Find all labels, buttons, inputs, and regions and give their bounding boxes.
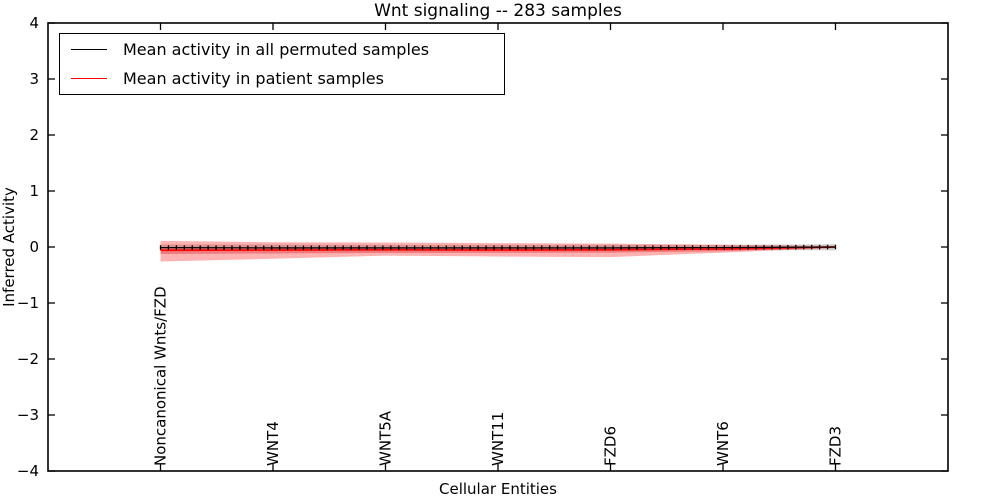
x-tick-label: WNT4 xyxy=(264,421,282,466)
patient-line-swatch xyxy=(71,78,107,80)
y-tick-label: 0 xyxy=(29,238,39,256)
legend-item-permuted: Mean activity in all permuted samples xyxy=(60,35,504,64)
permuted-mean-line xyxy=(160,246,836,249)
y-tick-label: −4 xyxy=(17,462,39,480)
y-tick-label: 1 xyxy=(29,182,39,200)
permuted-line-swatch xyxy=(71,48,107,50)
x-tick-label: WNT11 xyxy=(489,412,507,466)
x-tick-label: FZD6 xyxy=(602,426,620,466)
x-axis-label: Cellular Entities xyxy=(439,480,557,498)
y-axis-label: Inferred Activity xyxy=(0,187,18,307)
y-tick-label: −2 xyxy=(17,350,39,368)
y-tick-label: 4 xyxy=(29,14,39,32)
legend-item-patient: Mean activity in patient samples xyxy=(60,64,504,93)
patient-mean-line xyxy=(160,246,836,252)
y-tick-label: −1 xyxy=(17,294,39,312)
x-tick-label: Noncanonical Wnts/FZD xyxy=(152,286,170,466)
y-tick-label: 3 xyxy=(29,70,39,88)
legend-label-patient: Mean activity in patient samples xyxy=(123,69,384,89)
legend: Mean activity in all permuted samples Me… xyxy=(59,33,505,95)
y-tick-label: 2 xyxy=(29,126,39,144)
legend-label-permuted: Mean activity in all permuted samples xyxy=(123,39,430,59)
x-tick-label: WNT6 xyxy=(714,421,732,466)
x-tick-label: WNT5A xyxy=(377,410,395,466)
patient-samples-outer-band xyxy=(160,240,836,262)
x-tick-label: FZD3 xyxy=(827,426,845,466)
chart-title: Wnt signaling -- 283 samples xyxy=(374,1,622,21)
y-tick-label: −3 xyxy=(17,406,39,424)
